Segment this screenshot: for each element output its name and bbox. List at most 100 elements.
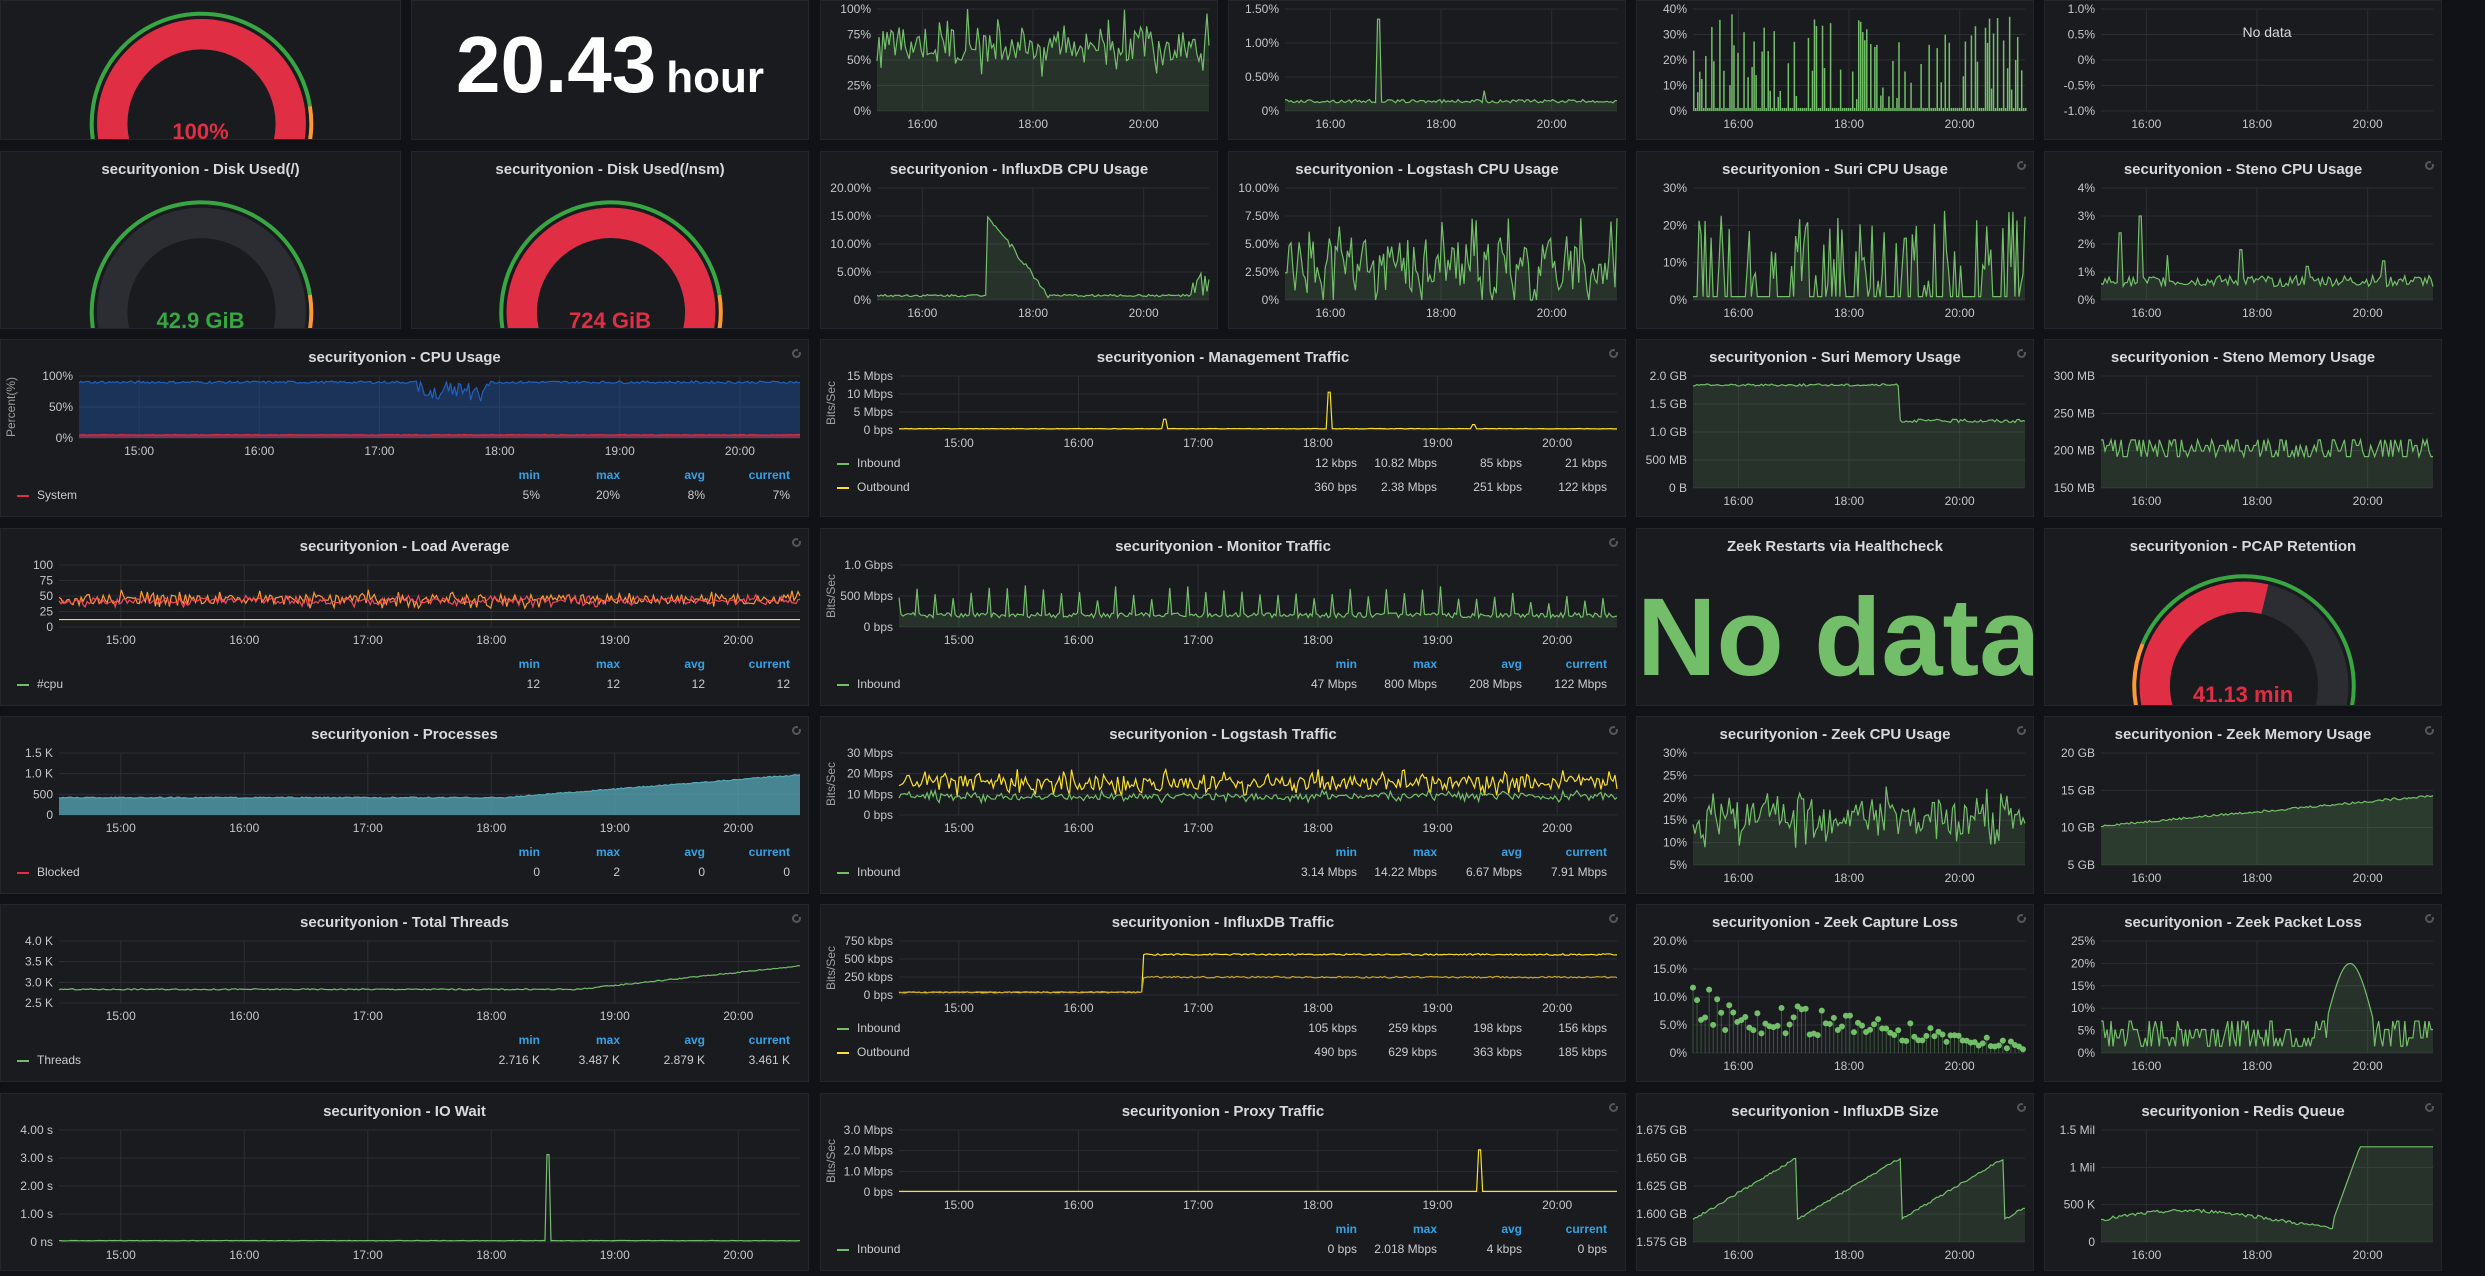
x-tick-label: 19:00 (605, 444, 635, 458)
panel-title[interactable]: securityonion - Zeek CPU Usage (1719, 726, 1951, 743)
panel-title[interactable]: securityonion - Zeek Capture Loss (1712, 914, 1958, 931)
legend-series[interactable]: #cpu (17, 677, 63, 691)
panel-p27[interactable]: securityonion - Zeek Packet Loss 25% 20% 15… (2044, 904, 2442, 1082)
legend-series[interactable]: Outbound (837, 1045, 910, 1059)
panel-p14[interactable]: securityonion - Suri Memory Usage 2.0 GB 1… (1636, 339, 2034, 517)
panel-p1[interactable]: 20.43 hour (411, 0, 809, 140)
panel-p23[interactable]: securityonion - Zeek Memory Usage 20 GB 15… (2044, 716, 2442, 894)
legend-header-avg[interactable]: avg (1501, 1222, 1522, 1236)
panel-p22[interactable]: securityonion - Zeek CPU Usage 30% 25% 20% 1… (1636, 716, 2034, 894)
panel-p11[interactable]: securityonion - Steno CPU Usage 4% 3% 2% 1% 0… (2044, 151, 2442, 329)
legend-header-current[interactable]: current (1565, 845, 1607, 859)
panel-p8[interactable]: securityonion - InfluxDB CPU Usage 20.00%… (820, 151, 1218, 329)
panel-title[interactable]: securityonion - Steno CPU Usage (2123, 161, 2363, 178)
legend-header-current[interactable]: current (748, 657, 790, 671)
panel-title[interactable]: securityonion - Redis Queue (2141, 1103, 2345, 1120)
panel-p18[interactable]: Zeek Restarts via Healthcheck No data (1636, 528, 2034, 706)
legend-header-min[interactable]: min (518, 1033, 540, 1047)
panel-p24[interactable]: securityonion - Total Threads 4.0 K 3.5 K 3… (0, 904, 809, 1082)
legend-value: 490 bps (1314, 1045, 1357, 1059)
panel-title[interactable]: securityonion - Suri Memory Usage (1709, 349, 1961, 366)
panel-title[interactable]: securityonion - Total Threads (300, 914, 509, 931)
legend-header-current[interactable]: current (748, 1033, 790, 1047)
panel-p28[interactable]: securityonion - IO Wait 4.00 s 3.00 s 2.00 … (0, 1093, 809, 1271)
legend-series[interactable]: Inbound (837, 677, 900, 691)
panel-p16[interactable]: securityonion - Load Average 100 75 50 25 0 15… (0, 528, 809, 706)
panel-p20[interactable]: securityonion - Processes 1.5 K 1.0 K 500 0 1… (0, 716, 809, 894)
chart-svg: 40% 30% 20% 10% 0% 16:00 18:00 20:00 (1663, 2, 2027, 131)
legend-header-avg[interactable]: avg (684, 1033, 705, 1047)
panel-title[interactable]: securityonion - IO Wait (323, 1103, 486, 1120)
panel-title[interactable]: securityonion - Suri CPU Usage (1722, 161, 1948, 178)
panel-title[interactable]: securityonion - Disk Used(/) (101, 161, 300, 178)
legend-header-max[interactable]: max (1412, 845, 1437, 859)
panel-p17[interactable]: securityonion - Monitor Traffic Bits/Sec 1… (820, 528, 1626, 706)
panel-title[interactable]: securityonion - Proxy Traffic (1121, 1103, 1325, 1120)
legend-header-avg[interactable]: avg (684, 468, 705, 482)
legend-header-current[interactable]: current (748, 845, 790, 859)
panel-title[interactable]: securityonion - Disk Used(/nsm) (495, 161, 725, 178)
panel-p29[interactable]: securityonion - Proxy Traffic Bits/Sec 3.0… (820, 1093, 1626, 1271)
panel-p25[interactable]: securityonion - InfluxDB Traffic Bits/Sec… (820, 904, 1626, 1082)
panel-title[interactable]: securityonion - Zeek Packet Loss (2124, 914, 2362, 931)
panel-p6[interactable]: securityonion - Disk Used(/) 42.9 GiB (0, 151, 401, 329)
legend-header-avg[interactable]: avg (684, 657, 705, 671)
legend-series[interactable]: Outbound (837, 480, 910, 494)
panel-title[interactable]: securityonion - Logstash CPU Usage (1295, 161, 1559, 178)
legend-header-min[interactable]: min (1335, 845, 1357, 859)
panel-p5[interactable]: 1.0% 0.5% 0% -0.5% -1.0% 16:00 18:00 20:00 No da… (2044, 0, 2442, 140)
panel-title[interactable]: securityonion - PCAP Retention (2129, 538, 2357, 555)
panel-p26[interactable]: securityonion - Zeek Capture Loss 20.0% 15… (1636, 904, 2034, 1082)
legend-header-max[interactable]: max (595, 657, 620, 671)
panel-title[interactable]: Zeek Restarts via Healthcheck (1727, 538, 1943, 555)
legend-header-max[interactable]: max (595, 1033, 620, 1047)
legend-header-min[interactable]: min (1335, 1222, 1357, 1236)
legend-series[interactable]: Inbound (837, 1021, 900, 1035)
panel-title[interactable]: securityonion - Logstash Traffic (1109, 726, 1337, 743)
legend-header-avg[interactable]: avg (1501, 845, 1522, 859)
legend-series[interactable]: Blocked (17, 865, 80, 879)
panel-p21[interactable]: securityonion - Logstash Traffic Bits/Sec… (820, 716, 1626, 894)
panel-p2[interactable]: 100% 75% 50% 25% 0% 16:00 18:00 20:00 (820, 0, 1218, 140)
panel-p3[interactable]: 1.50% 1.00% 0.50% 0% 16:00 18:00 20:00 (1228, 0, 1626, 140)
panel-title[interactable]: securityonion - CPU Usage (308, 349, 501, 366)
panel-p30[interactable]: securityonion - InfluxDB Size 1.675 GB 1.6… (1636, 1093, 2034, 1271)
legend-header-current[interactable]: current (748, 468, 790, 482)
panel-p9[interactable]: securityonion - Logstash CPU Usage 10.00%… (1228, 151, 1626, 329)
legend-header-max[interactable]: max (595, 845, 620, 859)
legend-header-max[interactable]: max (595, 468, 620, 482)
legend-series[interactable]: Inbound (837, 865, 900, 879)
legend-series[interactable]: Inbound (837, 456, 900, 470)
legend-series[interactable]: System (17, 488, 77, 502)
panel-p12[interactable]: securityonion - CPU Usage Percent(%) 100% 5… (0, 339, 809, 517)
panel-title[interactable]: securityonion - Processes (311, 726, 498, 743)
panel-p4[interactable]: 40% 30% 20% 10% 0% 16:00 18:00 20:00 (1636, 0, 2034, 140)
legend-header-min[interactable]: min (518, 657, 540, 671)
panel-p7[interactable]: securityonion - Disk Used(/nsm) 724 GiB (411, 151, 809, 329)
panel-p19[interactable]: securityonion - PCAP Retention 41.13 min (2044, 528, 2442, 706)
legend-header-max[interactable]: max (1412, 657, 1437, 671)
legend-header-min[interactable]: min (518, 468, 540, 482)
legend-header-min[interactable]: min (1335, 657, 1357, 671)
panel-p10[interactable]: securityonion - Suri CPU Usage 30% 20% 10% 0… (1636, 151, 2034, 329)
panel-p15[interactable]: securityonion - Steno Memory Usage 300 MB… (2044, 339, 2442, 517)
panel-title[interactable]: securityonion - InfluxDB CPU Usage (889, 161, 1149, 178)
legend-header-min[interactable]: min (518, 845, 540, 859)
legend-series[interactable]: Inbound (837, 1242, 900, 1256)
panel-title[interactable]: securityonion - Management Traffic (1096, 349, 1350, 366)
legend-series[interactable]: Threads (17, 1053, 81, 1067)
panel-title[interactable]: securityonion - InfluxDB Traffic (1111, 914, 1335, 931)
legend-header-current[interactable]: current (1565, 1222, 1607, 1236)
panel-title[interactable]: securityonion - Zeek Memory Usage (2114, 726, 2372, 743)
panel-title[interactable]: securityonion - Load Average (299, 538, 510, 555)
legend-header-max[interactable]: max (1412, 1222, 1437, 1236)
legend-header-current[interactable]: current (1565, 657, 1607, 671)
panel-title[interactable]: securityonion - Steno Memory Usage (2110, 349, 2376, 366)
panel-title[interactable]: securityonion - InfluxDB Size (1731, 1103, 1939, 1120)
panel-p13[interactable]: securityonion - Management Traffic Bits/S… (820, 339, 1626, 517)
legend-header-avg[interactable]: avg (1501, 657, 1522, 671)
panel-title[interactable]: securityonion - Monitor Traffic (1115, 538, 1331, 555)
panel-p31[interactable]: securityonion - Redis Queue 1.5 Mil 1 Mil 5… (2044, 1093, 2442, 1271)
panel-p0[interactable]: 100% (0, 0, 401, 140)
legend-header-avg[interactable]: avg (684, 845, 705, 859)
